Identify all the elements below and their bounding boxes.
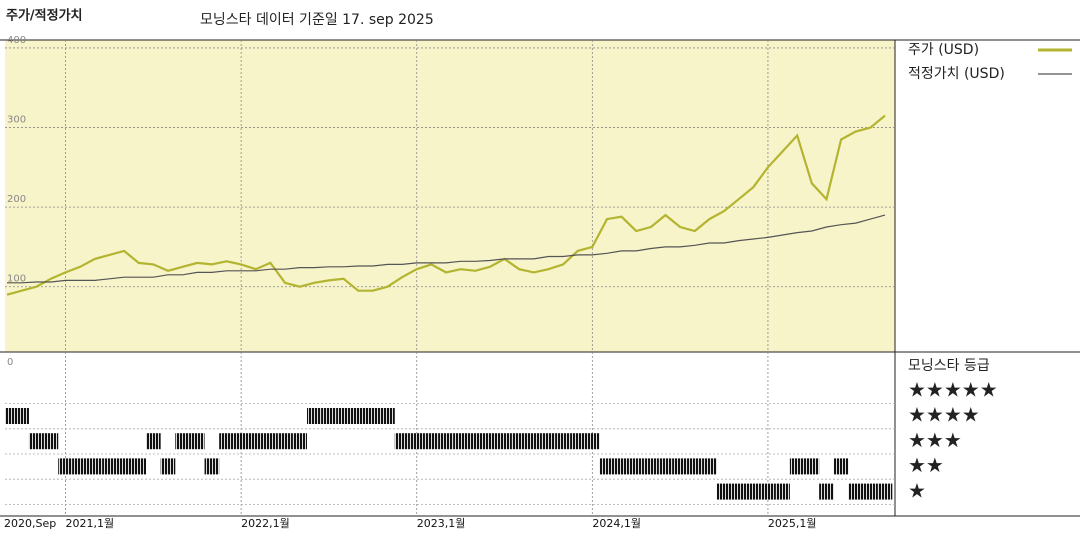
rating-bar bbox=[848, 483, 864, 500]
x-tick-label: 2022,1월 bbox=[241, 517, 290, 530]
rating-bar bbox=[482, 433, 498, 450]
rating-bar bbox=[336, 408, 351, 424]
rating-axis-label: 0 bbox=[7, 357, 13, 368]
rating-bar bbox=[175, 433, 190, 450]
rating-bar bbox=[365, 408, 381, 424]
rating-bar bbox=[775, 483, 790, 500]
series-line bbox=[6, 114, 886, 296]
rating-bar bbox=[687, 458, 703, 475]
rating-bar bbox=[541, 433, 556, 450]
rating-bar bbox=[672, 458, 688, 475]
rating-bar bbox=[438, 433, 454, 450]
rating-bar bbox=[277, 433, 293, 450]
rating-bar bbox=[716, 483, 732, 500]
rating-bar bbox=[28, 433, 44, 450]
rating-bar bbox=[248, 433, 264, 450]
rating-bar bbox=[72, 458, 88, 475]
rating-bar bbox=[789, 458, 805, 475]
rating-bar bbox=[467, 433, 483, 450]
rating-bar bbox=[424, 433, 439, 450]
y-tick-label: 300 bbox=[7, 115, 26, 126]
series-line bbox=[7, 214, 886, 284]
rating-bar bbox=[555, 433, 571, 450]
legend-label: 주가 (USD) bbox=[908, 42, 979, 58]
rating-bar bbox=[116, 458, 132, 475]
rating-bar bbox=[306, 408, 322, 424]
rating-bar bbox=[526, 433, 542, 450]
rating-bar bbox=[146, 433, 161, 450]
rating-bar bbox=[877, 483, 893, 500]
rating-bar bbox=[731, 483, 746, 500]
x-tick-label: 2025,1월 bbox=[768, 517, 817, 530]
rating-bar bbox=[819, 483, 834, 500]
y-tick-label: 200 bbox=[7, 194, 26, 205]
rating-bar bbox=[292, 433, 307, 450]
rating-bar bbox=[219, 433, 234, 450]
rating-bar bbox=[263, 433, 278, 450]
rating-bar bbox=[833, 458, 849, 475]
rating-bar bbox=[189, 433, 205, 450]
rating-bar bbox=[58, 458, 73, 475]
rating-bar bbox=[511, 433, 527, 450]
legend-label: 적정가치 (USD) bbox=[908, 66, 1005, 82]
chart-title: 주가/적정가치 bbox=[6, 8, 83, 24]
rating-bar bbox=[131, 458, 147, 475]
rating-bar bbox=[702, 458, 717, 475]
rating-bar bbox=[628, 458, 644, 475]
x-tick-label: 2021,1월 bbox=[66, 517, 115, 530]
rating-bar bbox=[350, 408, 366, 424]
plot-background bbox=[5, 40, 895, 352]
rating-bar bbox=[804, 458, 820, 475]
rating-level-label: ★ bbox=[908, 478, 926, 502]
rating-bar bbox=[102, 458, 117, 475]
rating-bar bbox=[599, 458, 615, 475]
rating-bar bbox=[497, 433, 512, 450]
rating-bar bbox=[658, 458, 673, 475]
x-tick-label: 2024,1월 bbox=[592, 517, 641, 530]
rating-bar bbox=[394, 433, 410, 450]
chart-subtitle: 모닝스타 데이터 기준일 17. sep 2025 bbox=[200, 12, 434, 28]
rating-bar bbox=[643, 458, 659, 475]
rating-level-label: ★★★ bbox=[908, 428, 962, 452]
rating-level-label: ★★★★★ bbox=[908, 378, 998, 402]
x-tick-label: 2020,Sep bbox=[4, 517, 56, 530]
rating-bar bbox=[204, 458, 220, 475]
rating-bar bbox=[863, 483, 878, 500]
rating-bar bbox=[43, 433, 59, 450]
y-tick-label: 400 bbox=[7, 35, 26, 46]
rating-bar bbox=[614, 458, 629, 475]
rating-level-label: ★★ bbox=[908, 453, 944, 477]
x-tick-label: 2023,1월 bbox=[417, 517, 466, 530]
rating-bar bbox=[233, 433, 249, 450]
rating-bar bbox=[14, 408, 29, 424]
rating-bar bbox=[453, 433, 468, 450]
rating-bar bbox=[380, 408, 395, 424]
rating-bar bbox=[745, 483, 761, 500]
frame bbox=[0, 39, 1080, 517]
rating-bar bbox=[570, 433, 586, 450]
y-tick-label: 100 bbox=[7, 274, 26, 285]
rating-bar bbox=[409, 433, 425, 450]
rating-level-label: ★★★★ bbox=[908, 403, 980, 427]
rating-bar bbox=[585, 433, 600, 450]
rating-title: 모닝스타 등급 bbox=[908, 358, 990, 374]
rating-bar bbox=[160, 458, 176, 475]
rating-bar bbox=[760, 483, 776, 500]
rating-bar bbox=[87, 458, 103, 475]
rating-bar bbox=[321, 408, 337, 424]
